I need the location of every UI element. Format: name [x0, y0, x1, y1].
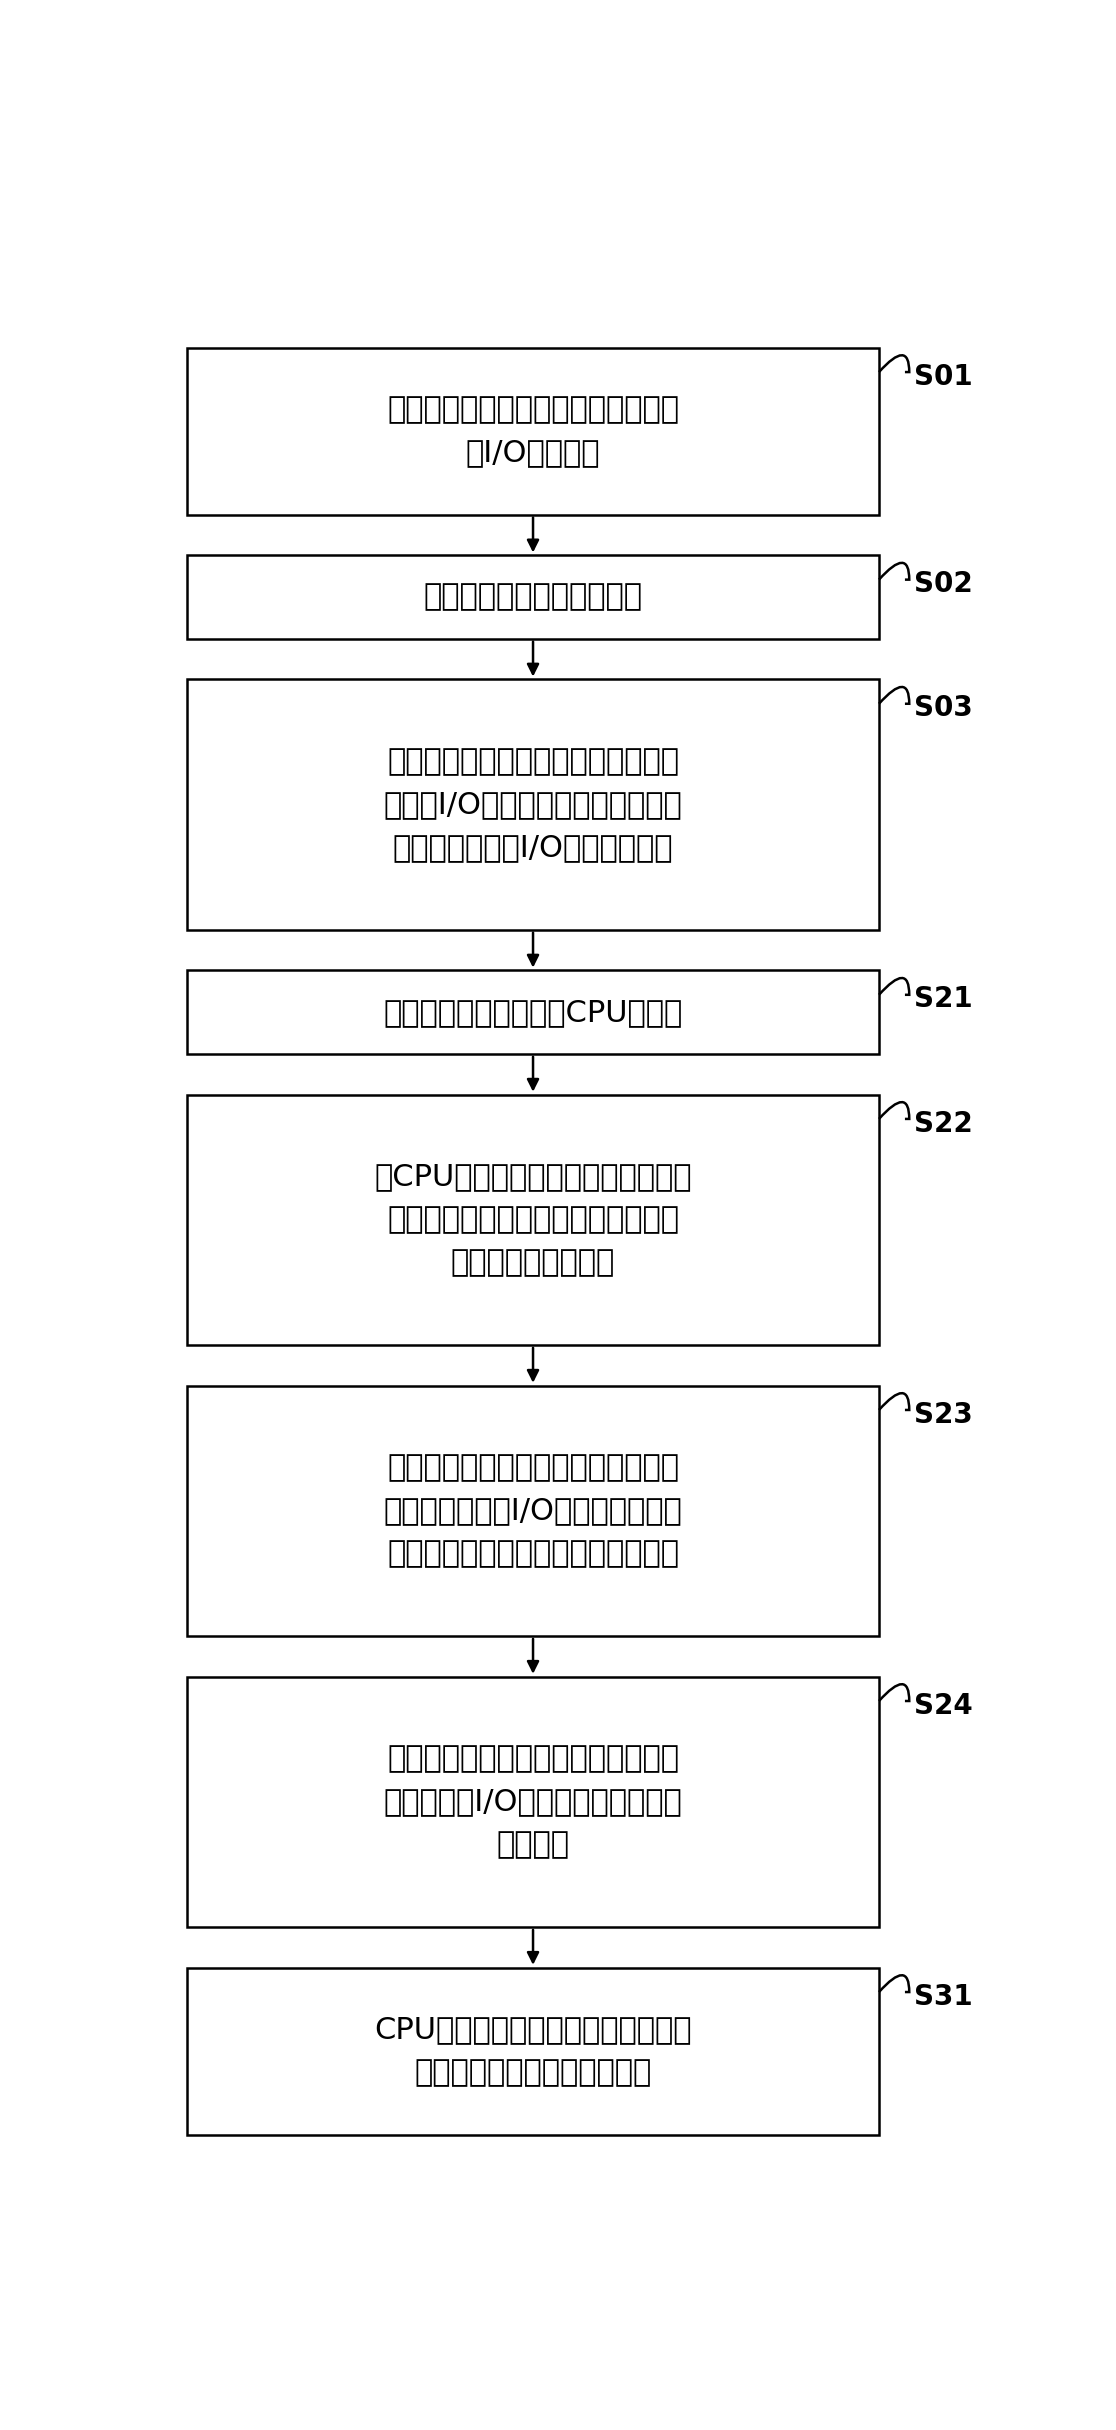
Text: 监测变速箱控制单元的CPU负载率: 监测变速箱控制单元的CPU负载率: [384, 999, 683, 1028]
Text: 获取待执行任务的执行频率: 获取待执行任务的执行频率: [424, 583, 643, 612]
Text: 当输出接口的输出状态没有改变时，
禁止调用对应的I/O接口，使用前一
时刻的输出值作为当前时刻的输出值: 当输出接口的输出状态没有改变时， 禁止调用对应的I/O接口，使用前一 时刻的输出…: [384, 1453, 682, 1567]
Text: CPU负载率超过设定阈值时，更换系
统时钟更高的变速箱控制单元: CPU负载率超过设定阈值时，更换系 统时钟更高的变速箱控制单元: [374, 2014, 692, 2087]
Bar: [187, 1968, 879, 2134]
Bar: [187, 970, 879, 1055]
Bar: [187, 680, 879, 931]
Text: S03: S03: [914, 695, 972, 722]
Text: 通过底层软件定义变速箱控制单元的
各I/O接口频率: 通过底层软件定义变速箱控制单元的 各I/O接口频率: [387, 396, 679, 467]
Text: S31: S31: [914, 1983, 972, 2010]
Bar: [187, 1677, 879, 1927]
Bar: [187, 1385, 879, 1635]
Text: S21: S21: [914, 987, 972, 1013]
Text: S02: S02: [914, 571, 972, 598]
Text: S01: S01: [914, 362, 972, 391]
Bar: [187, 347, 879, 515]
Text: 当输出接口的输出状态发生改变时，
调用对应的I/O接口以获取当前时刻
的输出值: 当输出接口的输出状态发生改变时， 调用对应的I/O接口以获取当前时刻 的输出值: [384, 1745, 682, 1859]
Text: 当CPU负载率超过设定阈值时，对执
行频率小于频率阈值的任务对应的输
出接口进行状态监测: 当CPU负载率超过设定阈值时，对执 行频率小于频率阈值的任务对应的输 出接口进行…: [374, 1162, 692, 1278]
Text: 根据待执行任务的执行频率调用不同
频率的I/O接口，其中，执行频率越
高的任务调用的I/O接口频率越高: 根据待执行任务的执行频率调用不同 频率的I/O接口，其中，执行频率越 高的任务调…: [384, 748, 682, 863]
Bar: [187, 556, 879, 639]
Text: S23: S23: [914, 1400, 972, 1429]
Text: S24: S24: [914, 1691, 972, 1720]
Bar: [187, 1094, 879, 1344]
Text: S22: S22: [914, 1111, 972, 1137]
